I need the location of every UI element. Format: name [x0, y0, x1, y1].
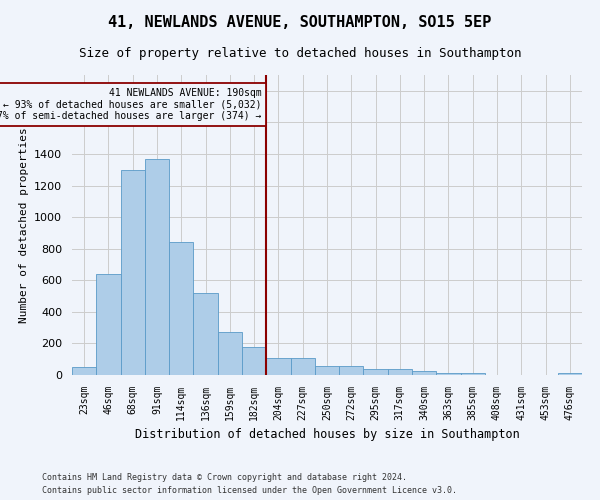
Bar	[218, 332, 242, 375]
Text: 41, NEWLANDS AVENUE, SOUTHAMPTON, SO15 5EP: 41, NEWLANDS AVENUE, SOUTHAMPTON, SO15 5…	[109, 15, 491, 30]
Bar	[193, 293, 218, 375]
Y-axis label: Number of detached properties: Number of detached properties	[19, 127, 29, 323]
Bar	[121, 170, 145, 375]
Bar	[169, 242, 193, 375]
Bar	[290, 358, 315, 375]
Bar	[145, 158, 169, 375]
Bar	[315, 366, 339, 375]
Bar	[436, 372, 461, 375]
Bar	[96, 274, 121, 375]
Bar	[72, 367, 96, 375]
Text: 41 NEWLANDS AVENUE: 190sqm
← 93% of detached houses are smaller (5,032)
7% of se: 41 NEWLANDS AVENUE: 190sqm ← 93% of deta…	[0, 88, 262, 121]
Bar	[388, 370, 412, 375]
Bar	[364, 370, 388, 375]
X-axis label: Distribution of detached houses by size in Southampton: Distribution of detached houses by size …	[134, 428, 520, 442]
Bar	[412, 370, 436, 375]
Bar	[558, 372, 582, 375]
Bar	[339, 366, 364, 375]
Text: Size of property relative to detached houses in Southampton: Size of property relative to detached ho…	[79, 48, 521, 60]
Bar	[461, 372, 485, 375]
Bar	[242, 348, 266, 375]
Text: Contains public sector information licensed under the Open Government Licence v3: Contains public sector information licen…	[42, 486, 457, 495]
Bar	[266, 358, 290, 375]
Text: Contains HM Land Registry data © Crown copyright and database right 2024.: Contains HM Land Registry data © Crown c…	[42, 474, 407, 482]
